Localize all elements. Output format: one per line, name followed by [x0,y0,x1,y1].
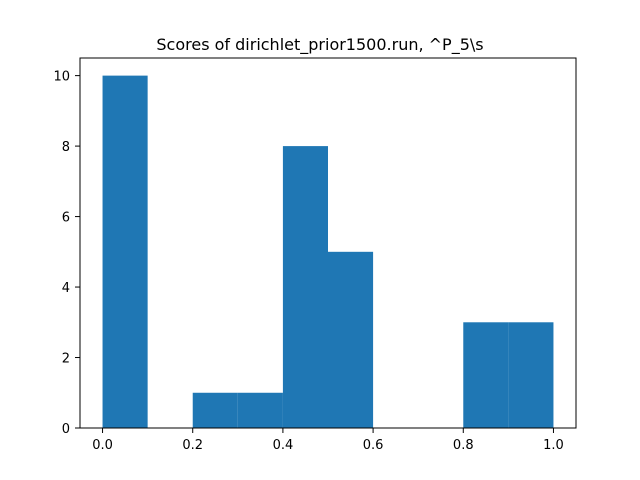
y-axis: 0 2 4 6 8 10 [53,70,80,437]
histogram-bar-4 [282,146,328,428]
y-tick-label-3: 6 [62,211,70,226]
y-tick-label-1: 2 [62,352,70,367]
y-tick-label-2: 4 [62,281,70,296]
x-tick-label-2: 0.4 [273,438,294,453]
x-tick-label-0: 0.0 [92,438,113,453]
y-tick-label-4: 8 [62,140,70,155]
y-tick-label-5: 10 [53,70,70,85]
x-tick-label-1: 0.2 [182,438,203,453]
x-tick-label-4: 0.8 [453,438,474,453]
chart-title: Scores of dirichlet_prior1500.run, ^P_5\… [156,35,483,55]
histogram-bar-0 [102,75,148,428]
x-axis: 0.0 0.2 0.4 0.6 0.8 1.0 [92,428,564,453]
x-tick-label-5: 1.0 [543,438,564,453]
plot-frame [79,57,577,429]
bars-group [102,75,554,428]
histogram-bar-5 [328,251,374,428]
histogram-bar-2 [192,392,238,428]
histogram-bar-8 [463,322,509,428]
histogram-bar-9 [508,322,554,428]
x-tick-label-3: 0.6 [363,438,384,453]
histogram-bar-3 [237,392,283,428]
y-tick-label-0: 0 [62,422,70,437]
